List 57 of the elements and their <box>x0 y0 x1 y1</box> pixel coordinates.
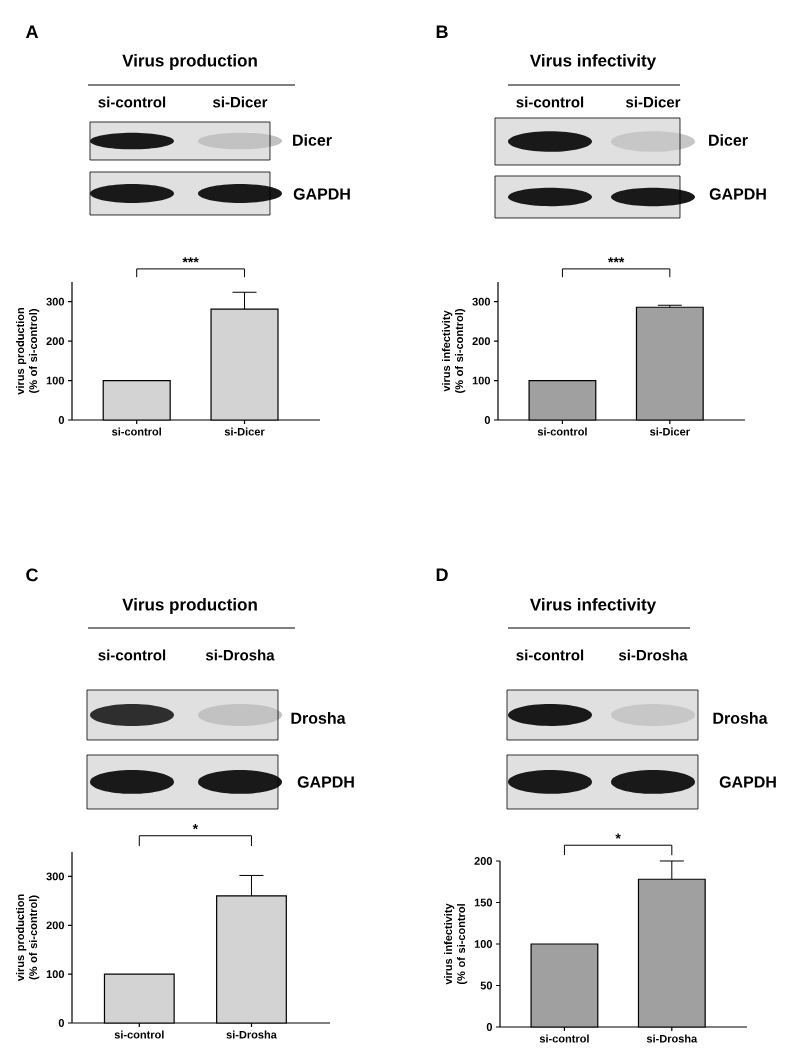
y-axis-title: virus infectivity (% of si-control <box>444 903 468 985</box>
x-tick-label: si-control <box>112 427 161 436</box>
chart-title: Virus infectivity <box>529 598 657 614</box>
text: si-control <box>516 649 584 661</box>
text: GAPDH <box>719 776 776 788</box>
y-tick-label: 100 <box>474 940 492 948</box>
y-tick-label: 200 <box>46 921 65 930</box>
chart-title: Virus production <box>122 598 257 614</box>
y-tick-label: 300 <box>472 297 490 306</box>
y-tick-label: 200 <box>46 337 65 346</box>
y-tick-label: 300 <box>46 872 65 881</box>
text: si-control <box>98 649 166 661</box>
text: si-control <box>98 96 166 108</box>
text: GAPDH <box>293 188 350 200</box>
text: si-Dicer <box>213 96 268 108</box>
text: * <box>192 824 199 830</box>
text: C <box>26 568 39 582</box>
x-tick-label: si-Drosha <box>226 1030 277 1039</box>
text: *** <box>608 257 625 263</box>
y-tick-label: 150 <box>474 898 492 907</box>
y-tick-label: 200 <box>472 337 490 346</box>
text: Dicer <box>709 134 748 146</box>
text: Dicer <box>293 134 332 146</box>
y-axis-title: virus production (% of si-control) <box>16 894 40 982</box>
y-tick-label: 0 <box>58 416 65 424</box>
text: B <box>436 25 448 38</box>
text: *** <box>182 257 199 263</box>
text: GAPDH <box>297 776 354 788</box>
y-tick-label: 100 <box>472 376 490 385</box>
x-tick-label: si-control <box>537 427 587 436</box>
chart-title: Virus infectivity <box>529 54 657 70</box>
y-tick-label: 50 <box>480 981 493 990</box>
text: si-Drosha <box>205 649 275 661</box>
chart-title: Virus production <box>122 54 257 70</box>
text: GAPDH <box>709 188 766 200</box>
y-axis-title: virus infectivity (% of si-control) <box>441 309 466 393</box>
text: Drosha <box>291 712 346 724</box>
y-tick-label: 0 <box>486 1023 493 1031</box>
y-tick-label: 100 <box>46 970 65 979</box>
x-tick-label: si-Dicer <box>224 427 265 436</box>
y-tick-label: 100 <box>46 376 65 385</box>
text: Drosha <box>713 712 768 724</box>
text: si-control <box>516 96 584 108</box>
y-tick-label: 200 <box>474 857 492 865</box>
y-tick-label: 0 <box>58 1019 65 1027</box>
text: A <box>25 25 39 38</box>
text: si-Dicer <box>626 96 681 108</box>
y-tick-label: 300 <box>46 297 65 306</box>
text: D <box>436 568 448 581</box>
x-tick-label: si-control <box>539 1034 589 1043</box>
x-tick-label: si-Drosha <box>646 1034 698 1043</box>
y-tick-label: 0 <box>484 416 491 424</box>
text: si-Drosha <box>618 649 688 661</box>
text: * <box>615 833 621 839</box>
x-tick-label: si-Dicer <box>650 427 690 436</box>
y-axis-title: virus production (% of si-control) <box>16 307 40 395</box>
x-tick-label: si-control <box>114 1030 164 1039</box>
